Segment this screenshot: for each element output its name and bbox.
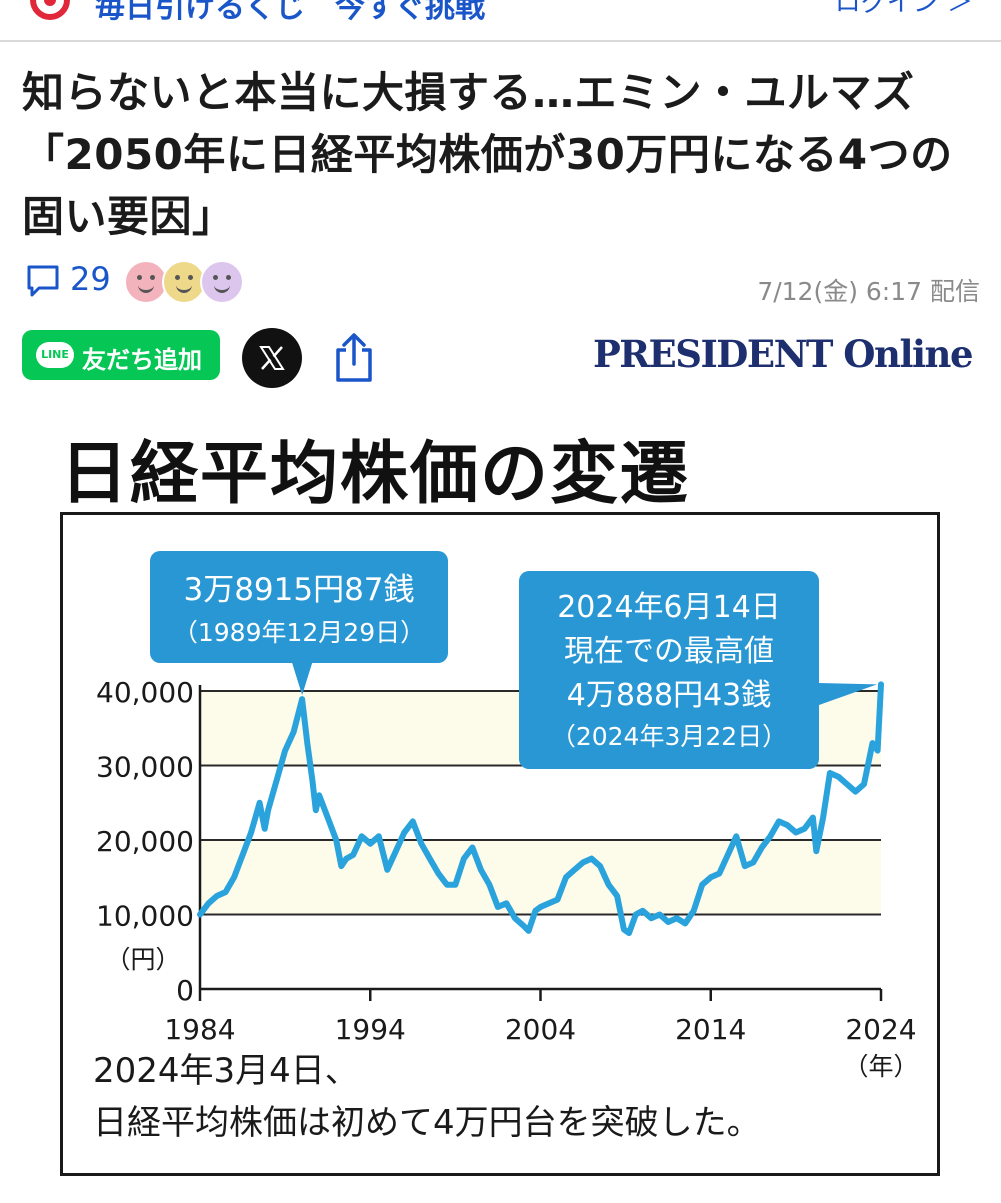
callout-text: （2024年3月22日） [551, 722, 787, 751]
chart-title: 日経平均株価の変遷 [60, 435, 691, 514]
callout-pointer [819, 683, 877, 705]
x-share-button[interactable] [242, 328, 302, 388]
y-tick-label: 10,000 [96, 900, 194, 933]
x-tick-label: 2024 [845, 1013, 916, 1046]
smile-face-icon [162, 260, 206, 304]
x-tick-label: 1984 [164, 1013, 235, 1046]
top-promo-bar: 毎日引けるくじ 今すぐ挑戦 ログイン ＞ [0, 0, 1001, 42]
callout-text: 現在での最高値 [564, 634, 774, 669]
comment-icon[interactable] [26, 264, 60, 298]
comment-count[interactable]: 29 [70, 260, 111, 298]
promo-link[interactable]: 毎日引けるくじ 今すぐ挑戦 [95, 0, 485, 25]
callout-pointer [292, 663, 313, 696]
callout-peak-1989 [150, 551, 448, 663]
share-bar: LINE 友だち追加 PRESIDENT Online [22, 328, 980, 388]
x-tick-label: 1994 [335, 1013, 406, 1046]
y-tick-label: 20,000 [96, 825, 194, 858]
article-headline: 知らないと本当に大損する…エミン・ユルマズ「2050年に日経平均株価が30万円に… [22, 68, 953, 241]
target-icon [30, 0, 70, 20]
caption-line: 日経平均株価は初めて4万円台を突破した。 [93, 1103, 761, 1143]
callout-date: （1989年12月29日） [173, 618, 425, 647]
callout-high-2024 [519, 571, 819, 769]
publish-date: 7/12(金) 6:17 配信 [757, 277, 980, 306]
share-icon[interactable] [332, 332, 376, 384]
callout-text: 4万888円43銭 [567, 678, 772, 713]
article-meta: 29 7/12(金) 6:17 配信 [22, 256, 980, 306]
x-logo-icon [259, 346, 285, 370]
band-10k-20k [200, 840, 881, 915]
reaction-faces[interactable] [124, 260, 244, 304]
article-figure: 日経平均株価の変遷 0 10,000 20,000 30,000 40,000 （円） 19… [40, 400, 961, 1200]
y-tick-label: 0 [176, 974, 194, 1007]
callout-text: 2024年6月14日 [557, 590, 781, 625]
login-link[interactable]: ログイン ＞ [834, 0, 973, 18]
line-button-label: 友だち追加 [82, 346, 202, 374]
callout-value: 3万8915円87銭 [183, 572, 414, 608]
chart-frame: 0 10,000 20,000 30,000 40,000 （円） 1984 1994 2004… [60, 512, 940, 1176]
y-tick-label: 30,000 [96, 751, 194, 784]
y-axis-label: （円） [105, 945, 180, 974]
publisher-logo[interactable]: PRESIDENT Online [592, 332, 974, 376]
line-add-friend-button[interactable]: LINE 友だち追加 [22, 330, 220, 380]
x-tick-label: 2004 [505, 1013, 576, 1046]
y-tick-label: 40,000 [96, 676, 194, 709]
chart-caption: 2024年3月4日、 日経平均株価は初めて4万円台を突破した。 [93, 1045, 761, 1149]
x-axis-label: （年） [843, 1052, 918, 1081]
series-line [197, 681, 884, 937]
nikkei-chart: 0 10,000 20,000 30,000 40,000 （円） 1984 1994 2004… [96, 551, 919, 1081]
content-face-icon [200, 260, 244, 304]
caption-line: 2024年3月4日、 [93, 1051, 359, 1091]
line-logo-icon: LINE [36, 342, 74, 368]
x-tick-label: 2014 [675, 1013, 746, 1046]
